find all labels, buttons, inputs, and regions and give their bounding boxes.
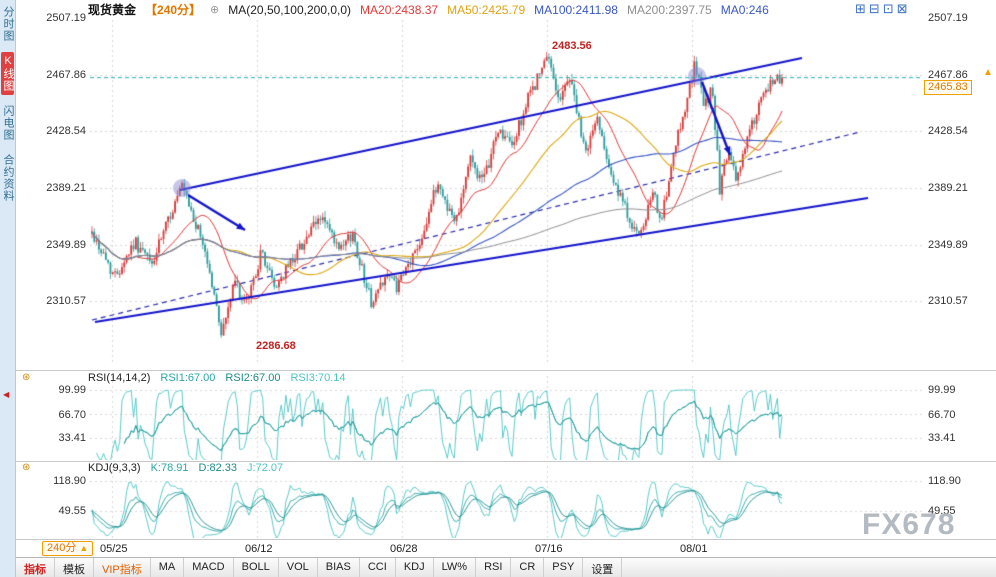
scroll-left-icon[interactable]: ◀ xyxy=(3,390,10,399)
sidebar-tab-contract-info[interactable]: 合约资料 xyxy=(2,154,14,202)
date-tick-label: 07/16 xyxy=(535,543,563,555)
date-tick-label: 06/12 xyxy=(245,543,273,555)
ma0-value: MA0:246 xyxy=(720,2,769,17)
split-view-icon[interactable]: ⊡ xyxy=(882,1,894,16)
kdj-k-value: K:78.91 xyxy=(150,462,189,474)
time-axis: 240分 ▲ 05/25 06/12 06/28 07/16 08/01 xyxy=(16,540,996,557)
price-axis-label: 2310.57 xyxy=(46,295,86,307)
toolbar-tab-bias[interactable]: BIAS xyxy=(318,558,360,577)
chart-type-sidebar: 分时图 K线图 闪电图 合约资料 xyxy=(0,0,16,577)
sidebar-tab-tick-chart[interactable]: 分时图 xyxy=(2,6,14,42)
low-price-annotation: 2286.68 xyxy=(256,340,296,352)
rsi2-value: RSI2:67.00 xyxy=(225,372,281,384)
kdj-j-value: J:72.07 xyxy=(247,462,284,474)
toolbar-tab-boll[interactable]: BOLL xyxy=(234,558,279,577)
kdj-axis-label: 49.55 xyxy=(928,505,956,517)
fx678-watermark: FX678 xyxy=(862,508,956,541)
period-selector-button[interactable]: 240分 ▲ xyxy=(42,541,94,556)
link-icon[interactable]: ⊕ xyxy=(210,4,220,16)
fullscreen-icon[interactable]: ⊠ xyxy=(896,1,908,16)
price-axis-label: 2507.19 xyxy=(928,12,968,24)
price-axis-label: 2349.89 xyxy=(928,239,968,251)
kdj-axis-label: 118.90 xyxy=(53,475,86,487)
indicator-settings-icon[interactable]: ⊛ xyxy=(22,372,31,383)
symbol-name: 现货黄金 xyxy=(88,3,137,17)
toolbar-tab-cci[interactable]: CCI xyxy=(360,558,396,577)
kdj-title[interactable]: KDJ(9,3,3) xyxy=(88,462,141,474)
rsi-axis-label: 66.70 xyxy=(58,409,86,421)
kdj-axis-label: 49.55 xyxy=(58,505,86,517)
rsi-panel-canvas[interactable] xyxy=(90,376,922,460)
date-tick-label: 08/01 xyxy=(680,543,708,555)
current-price-tag: 2465.83 xyxy=(924,80,972,95)
price-axis-label: 2428.54 xyxy=(928,125,968,137)
indicator-settings-icon[interactable]: ⊛ xyxy=(22,462,31,473)
panel-divider[interactable] xyxy=(16,461,996,462)
ma-settings-label: MA(20,50,100,200,0,0) xyxy=(228,2,352,17)
rsi-axis-label: 66.70 xyxy=(928,409,956,421)
sidebar-tab-kline-chart[interactable]: K线图 xyxy=(1,52,14,95)
kdj-header: KDJ(9,3,3) K:78.91 D:82.33 J:72.07 xyxy=(88,462,283,474)
rsi3-value: RSI3:70.14 xyxy=(290,372,346,384)
window-controls: ⊞ ⊟ ⊡ ⊠ xyxy=(855,1,908,16)
toolbar-tab-vol[interactable]: VOL xyxy=(279,558,318,577)
toolbar-tab-macd[interactable]: MACD xyxy=(184,558,234,577)
rsi-axis-label: 99.99 xyxy=(928,384,956,396)
ma50-value: MA50:2425.79 xyxy=(447,2,526,17)
indicator-toolbar: 指标 模板 VIP指标 MA MACD BOLL VOL BIAS CCI KD… xyxy=(16,557,996,577)
price-axis-label: 2428.54 xyxy=(46,125,86,137)
period-label[interactable]: 【240分】 xyxy=(145,3,202,17)
rsi-axis-label: 33.41 xyxy=(58,432,86,444)
price-axis-label: 2467.86 xyxy=(46,69,86,81)
price-axis-label: 2389.21 xyxy=(46,182,86,194)
kdj-axis-label: 118.90 xyxy=(928,475,961,487)
zoom-in-icon[interactable]: ⊞ xyxy=(855,1,866,16)
period-dropdown-arrow-icon: ▲ xyxy=(79,543,89,553)
panel-divider xyxy=(16,539,996,540)
toolbar-tab-psy[interactable]: PSY xyxy=(544,558,584,577)
toolbar-tab-lw[interactable]: LW% xyxy=(434,558,477,577)
ma20-value: MA20:2438.37 xyxy=(360,2,439,17)
price-axis-label: 2349.89 xyxy=(46,239,86,251)
toolbar-tab-cr[interactable]: CR xyxy=(511,558,545,577)
toolbar-tab-kdj[interactable]: KDJ xyxy=(396,558,434,577)
zoom-out-icon[interactable]: ⊟ xyxy=(868,1,880,16)
kdj-panel-canvas[interactable] xyxy=(90,466,922,538)
rsi-header: RSI(14,14,2) RSI1:67.00 RSI2:67.00 RSI3:… xyxy=(88,372,346,384)
toolbar-tab-vip-indicators[interactable]: VIP指标 xyxy=(94,558,151,577)
date-tick-label: 05/25 xyxy=(100,543,128,555)
toolbar-tab-indicators[interactable]: 指标 xyxy=(16,558,55,577)
date-tick-label: 06/28 xyxy=(390,543,418,555)
period-selector-label: 240分 xyxy=(47,542,77,554)
toolbar-tab-ma[interactable]: MA xyxy=(151,558,185,577)
rsi-title[interactable]: RSI(14,14,2) xyxy=(88,372,151,384)
sidebar-tab-lightning-chart[interactable]: 闪电图 xyxy=(2,105,14,141)
rsi-axis-label: 99.99 xyxy=(58,384,86,396)
price-axis-label: 2310.57 xyxy=(928,295,968,307)
high-price-annotation: 2483.56 xyxy=(552,40,592,52)
price-up-arrow-icon: ▲ xyxy=(983,67,993,78)
ma100-value: MA100:2411.98 xyxy=(534,2,618,17)
toolbar-tab-settings[interactable]: 设置 xyxy=(583,558,623,577)
ma200-value: MA200:2397.75 xyxy=(626,2,712,17)
price-chart-canvas[interactable] xyxy=(90,20,922,362)
kdj-d-value: D:82.33 xyxy=(198,462,238,474)
price-axis-label: 2467.86 xyxy=(928,69,968,81)
chart-legend: 现货黄金 【240分】 ⊕ MA(20,50,100,200,0,0) MA20… xyxy=(88,2,769,18)
price-axis-label: 2389.21 xyxy=(928,182,968,194)
price-axis-label: 2507.19 xyxy=(46,12,86,24)
rsi1-value: RSI1:67.00 xyxy=(160,372,216,384)
panel-divider[interactable] xyxy=(16,370,996,371)
rsi-axis-label: 33.41 xyxy=(928,432,956,444)
toolbar-tab-templates[interactable]: 模板 xyxy=(55,558,94,577)
toolbar-tab-rsi[interactable]: RSI xyxy=(476,558,512,577)
